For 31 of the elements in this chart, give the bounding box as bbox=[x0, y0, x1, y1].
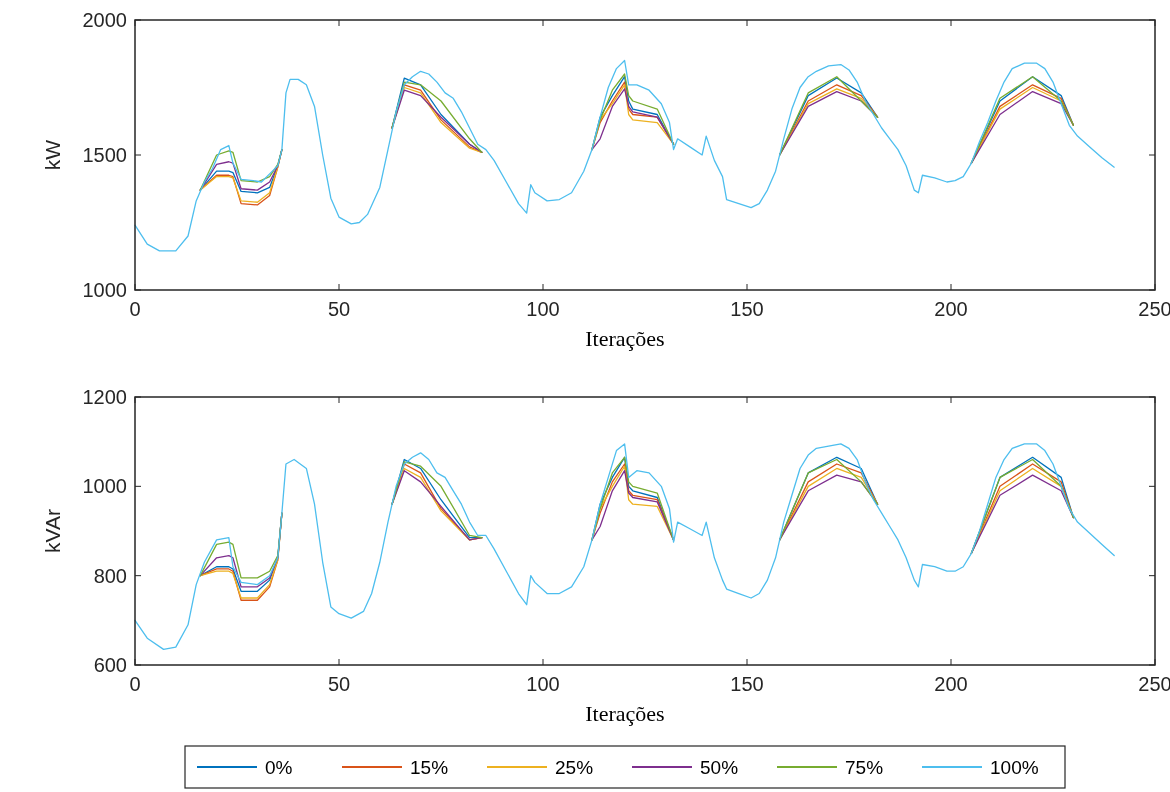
y-axis-title: kVAr bbox=[41, 509, 64, 553]
y-tick-label: 1000 bbox=[82, 279, 127, 301]
line-series bbox=[134, 59, 1115, 252]
y-tick-label: 1000 bbox=[82, 475, 127, 498]
x-tick-label: 100 bbox=[526, 673, 560, 695]
x-tick-label: 150 bbox=[730, 673, 764, 695]
legend-label: 100% bbox=[990, 756, 1039, 778]
x-tick-label: 100 bbox=[526, 298, 560, 320]
x-tick-label: 0 bbox=[129, 673, 141, 695]
line-series bbox=[134, 443, 1115, 651]
x-tick-label: 50 bbox=[327, 673, 351, 695]
legend-label: 50% bbox=[700, 756, 739, 778]
x-axis-title: Iterações bbox=[585, 326, 665, 351]
x-tick-label: 200 bbox=[934, 298, 968, 320]
y-tick-label: 1500 bbox=[82, 144, 127, 166]
legend-label: 15% bbox=[410, 756, 449, 778]
y-tick-label: 1200 bbox=[82, 386, 127, 408]
y-tick-label: 2000 bbox=[82, 9, 127, 31]
legend-label: 0% bbox=[265, 756, 293, 778]
x-tick-label: 250 bbox=[1138, 298, 1170, 320]
x-tick-label: 150 bbox=[730, 298, 764, 320]
legend-label: 75% bbox=[845, 756, 884, 778]
x-tick-label: 50 bbox=[327, 298, 351, 320]
y-tick-label: 800 bbox=[93, 564, 127, 587]
legend-label: 25% bbox=[555, 756, 594, 778]
y-tick-label: 600 bbox=[93, 654, 127, 676]
x-tick-label: 0 bbox=[129, 298, 141, 320]
x-axis-title: Iterações bbox=[585, 701, 665, 726]
y-axis-title: kW bbox=[41, 139, 64, 171]
x-tick-label: 250 bbox=[1138, 673, 1170, 695]
x-tick-label: 200 bbox=[934, 673, 968, 695]
